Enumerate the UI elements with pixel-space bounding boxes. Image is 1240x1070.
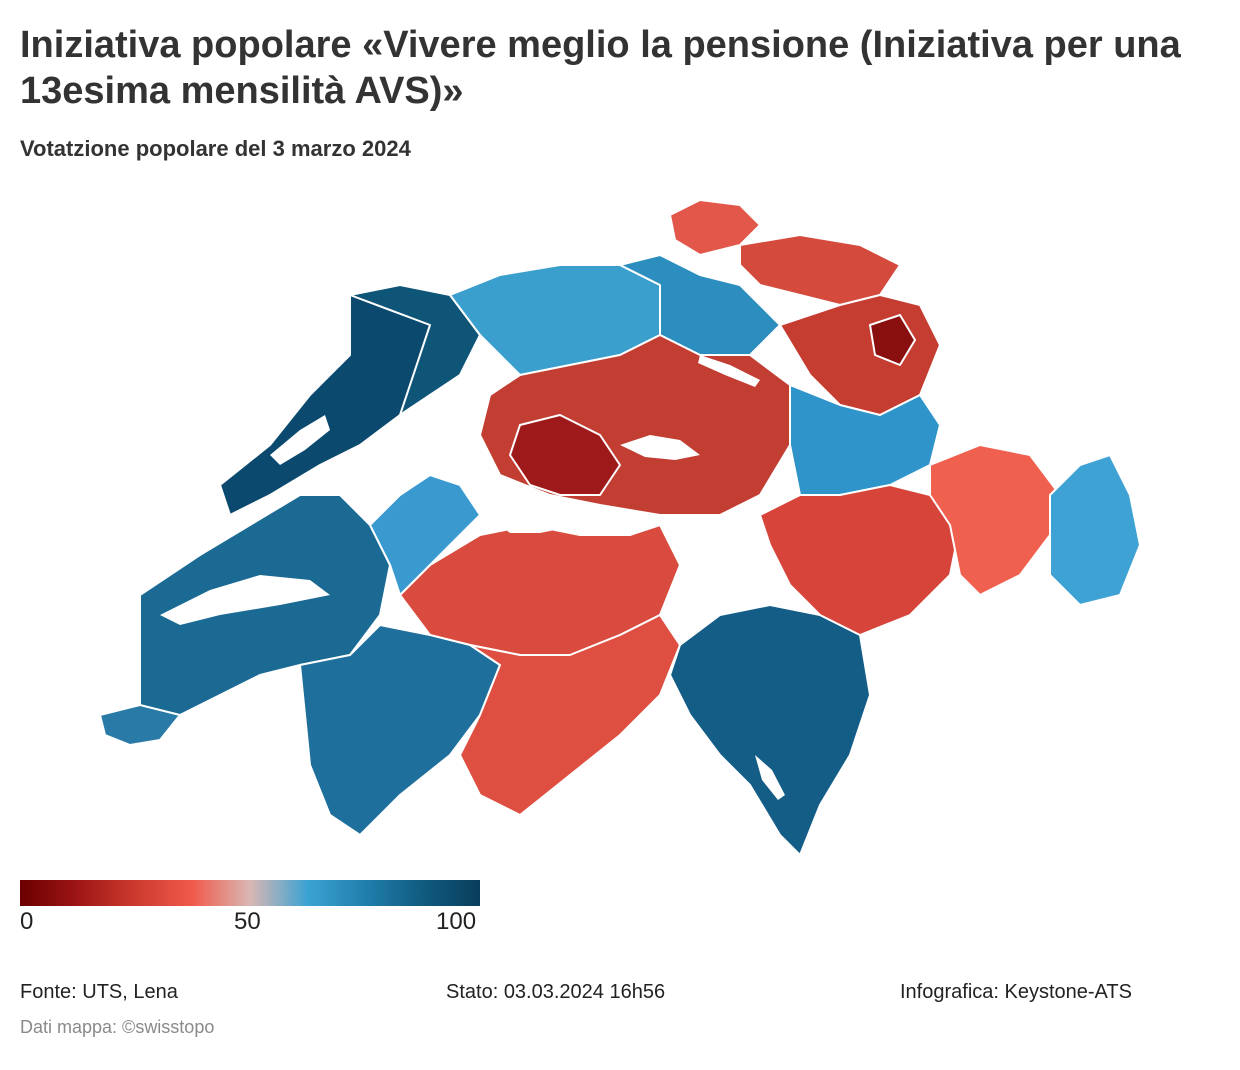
footer-graphics: Infografica: Keystone-ATS: [900, 981, 1132, 1003]
footer-status: Stato: 03.03.2024 16h56: [446, 981, 666, 1003]
legend-color-scale: [20, 880, 480, 906]
footer-source: Fonte: UTS, Lena: [20, 981, 178, 1003]
region-thurgau: [739, 234, 901, 306]
region-fribourg: [369, 474, 481, 596]
region-emmental-entlebuch: [509, 414, 621, 496]
switzerland-choropleth-map: [100, 199, 1141, 856]
region-appenzell: [869, 314, 916, 366]
region-grisons-central: [759, 484, 961, 636]
region-jura-arc: [349, 284, 481, 416]
region-ticino: [669, 604, 871, 856]
region-valais-upper: [459, 614, 681, 816]
legend-tick-50: 50: [234, 908, 261, 935]
legend-tick-0: 0: [20, 908, 34, 935]
lake-maggiore-lugano: [755, 755, 785, 800]
lake-thun-brienz: [500, 517, 570, 533]
region-schaffhausen: [669, 199, 761, 256]
map-title: Iniziativa popolare «Vivere meglio la pe…: [20, 24, 1181, 112]
lake-geneva: [160, 575, 330, 625]
region-grisons-east: [929, 444, 1061, 596]
legend-tick-100: 100: [436, 908, 477, 935]
map-subtitle: Votatzione popolare del 3 marzo 2024: [20, 136, 411, 161]
lake-neuchatel: [270, 415, 330, 465]
map-data-credit: Dati mappa: ©swisstopo: [20, 1017, 215, 1037]
region-aargau-zurich-west: [619, 254, 781, 356]
lake-zurich: [698, 355, 760, 387]
region-grisons-southeast: [1049, 454, 1141, 606]
lake-lucerne: [620, 435, 700, 460]
